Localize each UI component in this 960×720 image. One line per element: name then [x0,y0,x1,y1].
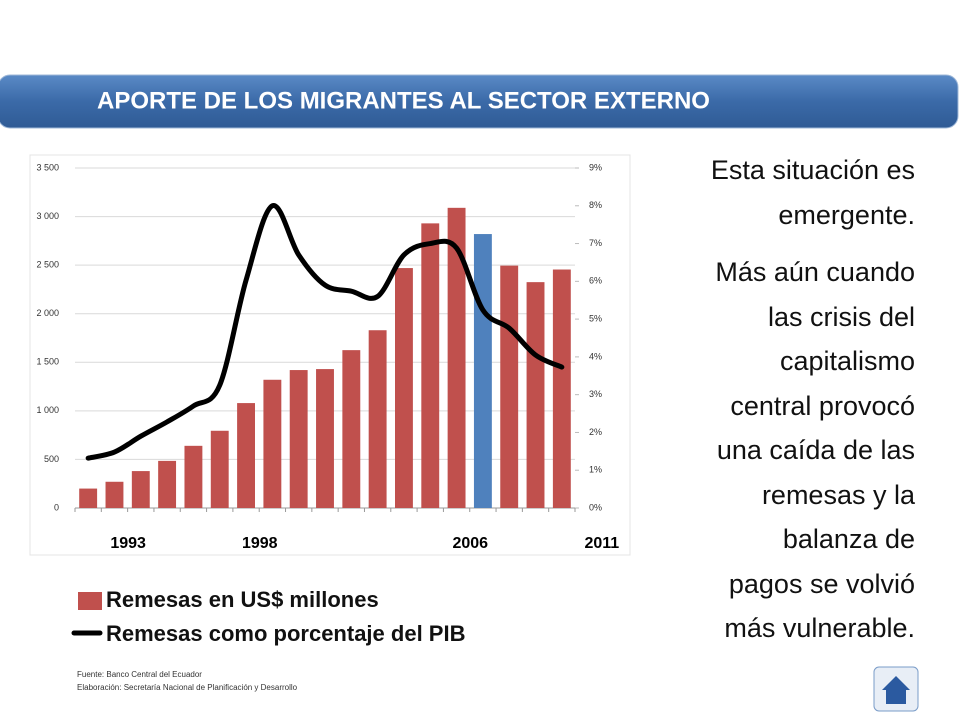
y2-tick-label: 3% [589,389,602,399]
y-tick-label: 0 [54,502,59,512]
text-line: una caída de las [716,435,915,465]
bar [105,481,124,508]
y2-tick-label: 9% [589,162,602,172]
bar [473,234,492,509]
bar [79,488,98,508]
header-bar [0,74,959,129]
legend-swatch [78,592,102,610]
bar [263,379,282,508]
y-tick-label: 2 500 [36,260,59,270]
bar [447,207,466,509]
paragraph: Esta situación es emergente. [595,148,915,237]
bar [237,403,255,508]
y2-tick-label: 5% [589,313,602,323]
y-tick-label: 3 000 [36,211,59,221]
paragraph: Más aún cuando las crisis del capitalismo c… [595,250,915,651]
text-line: Más aún cuando [715,257,915,287]
bar [210,430,229,508]
y2-tick-label: 6% [589,276,602,286]
y-tick-label: 500 [44,454,59,464]
bar [526,282,545,508]
text-line: central provocó [730,390,915,421]
bar [552,269,571,508]
header-title: APORTE DE LOS MIGRANTES AL SECTOR EXTERN… [97,87,710,114]
legend-label: Remesas en US$ millones [106,587,379,612]
y-tick-label: 3 500 [36,162,59,172]
bar [368,330,387,508]
y-tick-label: 2 000 [36,308,59,318]
text-line: capitalismo [779,346,915,376]
x-tick-label: 2011 [584,535,619,552]
legend-label: Remesas como porcentaje del PIB [106,621,465,646]
bar [289,370,308,508]
text-line: pagos se volvió [728,568,915,599]
bar [500,265,519,508]
bar [131,471,150,508]
line [85,203,565,461]
y2-tick-label: 4% [589,351,602,361]
home-icon[interactable] [882,676,910,704]
y-tick-label: 1 000 [36,405,59,415]
y-tick-label: 1 500 [36,357,59,367]
x-tick-label: 1993 [110,535,146,552]
text-line: más vulnerable. [724,613,915,643]
text-line: balanza de [782,524,915,554]
text-line: remesas y la [761,479,915,510]
source-note: Fuente: Banco Central del Ecuador [77,670,202,679]
x-tick-label: 2006 [452,535,488,552]
y2-tick-label: 0% [589,502,602,512]
bar [316,369,334,508]
y2-tick-label: 2% [589,427,602,437]
plot-frame [29,154,631,556]
bar [395,268,413,508]
y2-tick-label: 8% [589,200,602,210]
x-tick-label: 1998 [242,535,278,552]
y2-tick-label: 7% [589,238,602,248]
text-line: las crisis del [767,301,915,332]
bar [158,460,177,508]
source-note: Elaboración: Secretaría Nacional de Plan… [77,683,298,692]
y2-tick-label: 1% [589,465,602,475]
text-line: Esta situación es [710,155,915,185]
text-line: emergente. [778,199,915,230]
bar [184,445,203,508]
bar [421,223,440,508]
bar [342,350,361,508]
